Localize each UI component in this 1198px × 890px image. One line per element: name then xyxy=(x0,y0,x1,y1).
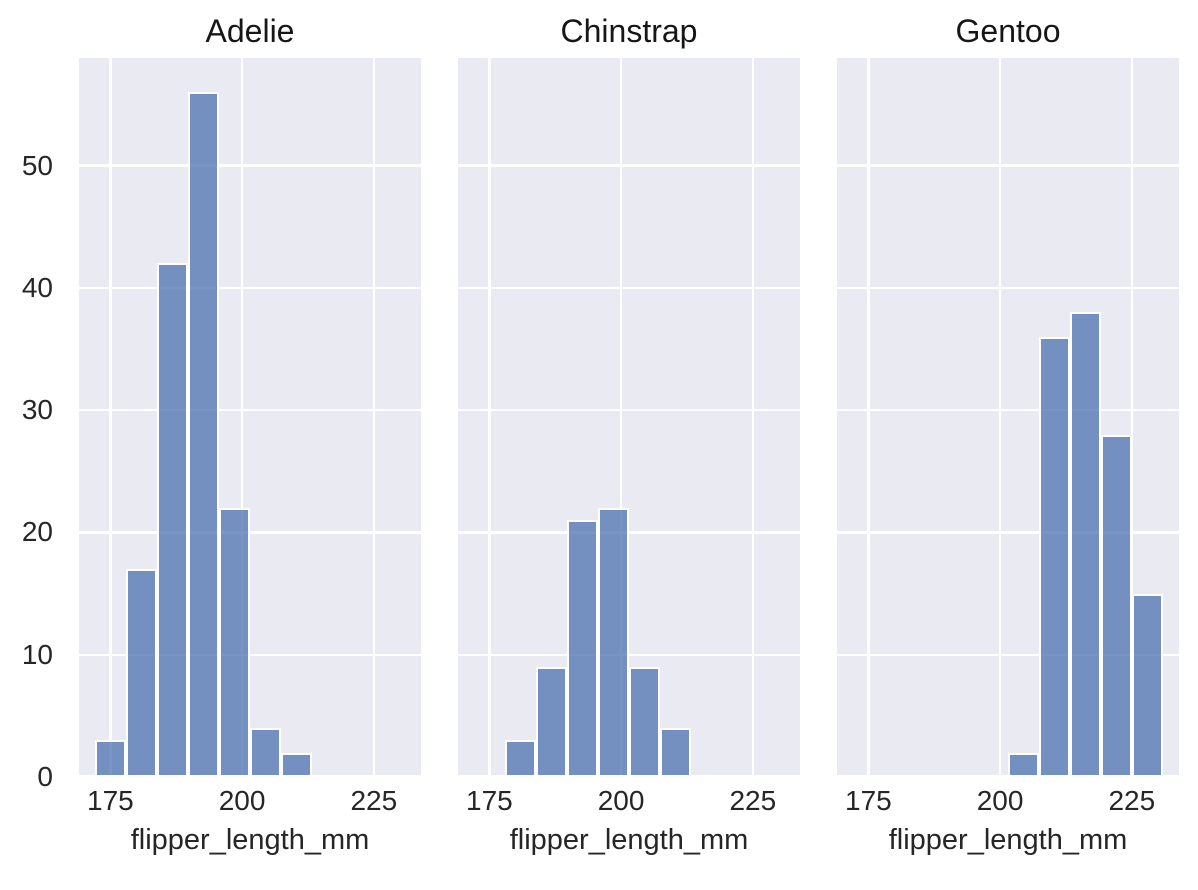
histogram-bar xyxy=(1008,752,1040,777)
facet-title-gentoo: Gentoo xyxy=(955,13,1061,49)
histogram-bar xyxy=(629,666,661,777)
v-gridline-200 xyxy=(240,58,244,777)
v-gridline-225 xyxy=(372,58,376,777)
x-tick-label-200: 200 xyxy=(597,785,645,816)
y-tick-label-50: 50 xyxy=(21,149,53,181)
y-tick-label-20: 20 xyxy=(21,516,53,548)
histogram-bar xyxy=(125,569,157,777)
histogram-bar xyxy=(660,728,692,777)
h-gridline-20 xyxy=(458,531,800,534)
v-gridline-175 xyxy=(867,58,870,777)
h-gridline-30 xyxy=(458,408,800,412)
v-gridline-225 xyxy=(1130,58,1134,777)
x-axis-tick-labels-chinstrap: 175 200 225 xyxy=(458,785,800,817)
x-axis-label-chinstrap: flipper_length_mm xyxy=(509,824,749,856)
histogram-bar xyxy=(250,728,282,777)
h-gridline-40 xyxy=(837,286,1179,290)
h-gridline-10 xyxy=(79,653,421,656)
histogram-bar xyxy=(504,740,536,777)
facet-panel-adelie: Adelie 175 200 225 flipper_length_mm xyxy=(79,13,421,856)
histogram-bar xyxy=(156,263,188,777)
v-gridline-225 xyxy=(751,58,755,777)
facet-title-adelie: Adelie xyxy=(205,13,295,49)
x-axis-tick-labels-adelie: 175 200 225 xyxy=(79,785,421,817)
histogram-bar xyxy=(1132,593,1164,777)
v-gridline-200 xyxy=(619,58,623,777)
x-tick-label-225: 225 xyxy=(729,785,777,816)
histogram-bar xyxy=(535,666,567,777)
x-tick-label-175: 175 xyxy=(87,785,134,816)
v-gridline-200 xyxy=(998,58,1002,777)
x-axis-label-gentoo: flipper_length_mm xyxy=(888,824,1128,856)
h-gridline-10 xyxy=(837,653,1179,656)
histogram-bar xyxy=(187,92,219,777)
x-tick-label-175: 175 xyxy=(466,785,513,816)
plot-area-gentoo xyxy=(837,58,1179,777)
facet-title-chinstrap: Chinstrap xyxy=(560,13,698,49)
histogram-bar xyxy=(597,508,629,777)
x-tick-label-175: 175 xyxy=(845,785,892,816)
h-gridline-40 xyxy=(79,286,421,290)
x-tick-label-200: 200 xyxy=(218,785,266,816)
histogram-bar xyxy=(94,740,126,777)
x-tick-label-225: 225 xyxy=(1108,785,1156,816)
x-axis-tick-labels-gentoo: 175 200 225 xyxy=(837,785,1179,817)
y-tick-label-10: 10 xyxy=(21,638,53,670)
histogram-bar xyxy=(281,752,313,777)
facet-panel-gentoo: Gentoo 175 200 225 flipper_length_mm xyxy=(837,13,1179,856)
h-gridline-50 xyxy=(837,164,1179,167)
histogram-bar xyxy=(566,520,598,777)
histogram-bar xyxy=(1101,434,1133,777)
plot-area-adelie xyxy=(79,58,421,777)
h-gridline-20 xyxy=(79,531,421,534)
v-gridline-175 xyxy=(109,58,112,777)
h-gridline-40 xyxy=(458,286,800,290)
y-axis-tick-labels: 0 10 20 30 40 50 xyxy=(0,58,53,791)
h-gridline-30 xyxy=(837,408,1179,412)
plot-area-chinstrap xyxy=(458,58,800,777)
histogram-bar xyxy=(218,508,250,777)
facet-panel-chinstrap: Chinstrap 175 200 225 flipper_length_mm xyxy=(458,13,800,856)
h-gridline-50 xyxy=(79,164,421,167)
histogram-bar xyxy=(1039,336,1071,777)
x-tick-label-225: 225 xyxy=(350,785,398,816)
y-tick-label-0: 0 xyxy=(37,761,53,792)
x-tick-label-200: 200 xyxy=(976,785,1024,816)
h-gridline-20 xyxy=(837,531,1179,534)
v-gridline-175 xyxy=(488,58,491,777)
histogram-bar xyxy=(1070,312,1102,777)
x-axis-label-adelie: flipper_length_mm xyxy=(130,824,370,856)
h-gridline-30 xyxy=(79,408,421,412)
h-gridline-50 xyxy=(458,164,800,167)
h-gridline-10 xyxy=(458,653,800,656)
y-tick-label-40: 40 xyxy=(21,271,53,303)
y-tick-label-30: 30 xyxy=(21,394,53,426)
